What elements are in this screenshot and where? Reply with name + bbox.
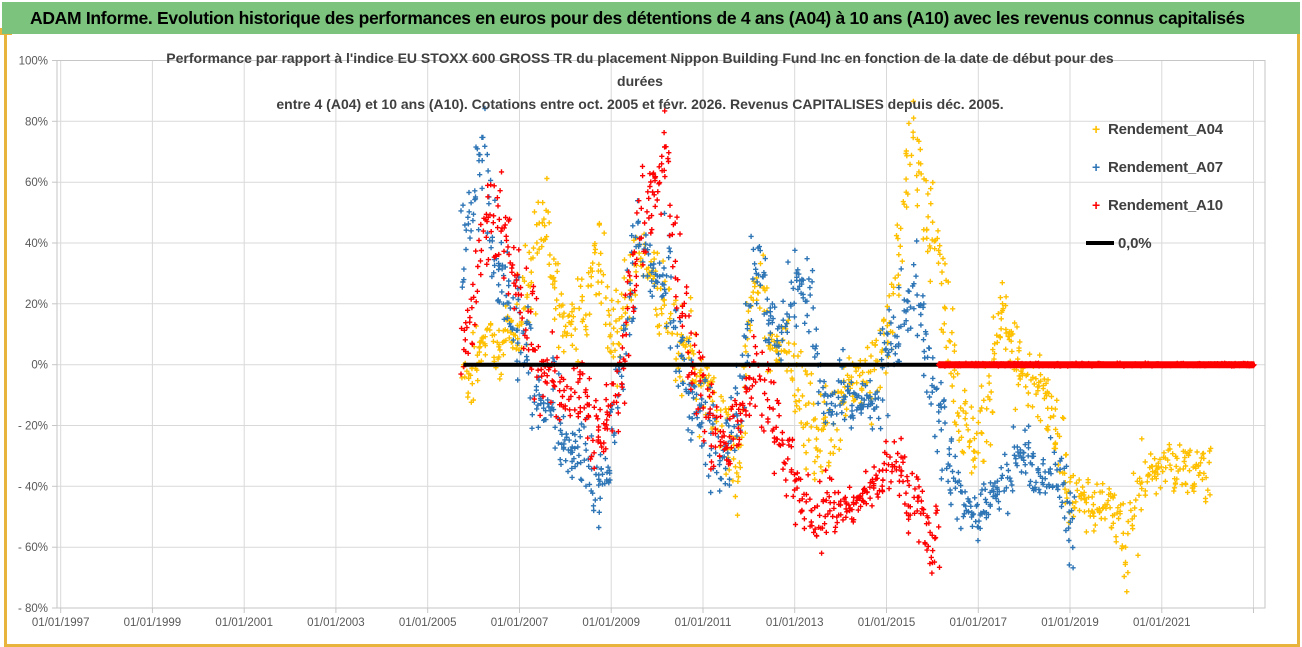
legend-item-rendement-a04: + Rendement_A04 xyxy=(1086,120,1286,138)
x-axis-labels: 01/01/1997 01/01/1999 01/01/2001 01/01/2003… xyxy=(32,617,1191,629)
svg-text:100%: 100% xyxy=(19,56,48,68)
svg-text:01/01/2017: 01/01/2017 xyxy=(950,617,1008,629)
legend-label-zero: 0,0% xyxy=(1118,234,1152,252)
svg-text:01/01/2019: 01/01/2019 xyxy=(1041,617,1099,629)
report-title: ADAM Informe. Evolution historique des p… xyxy=(30,7,1245,28)
series-rendement_a07 xyxy=(458,105,1077,571)
report-title-bar: ADAM Informe. Evolution historique des p… xyxy=(2,2,1300,34)
legend-item-rendement-a07: + Rendement_A07 xyxy=(1086,158,1286,176)
svg-text:01/01/1997: 01/01/1997 xyxy=(32,617,90,629)
svg-text:01/01/2003: 01/01/2003 xyxy=(307,617,365,629)
zero-line-icon xyxy=(1086,241,1114,245)
chart-title-line-1: Performance par rapport à l'indice EU ST… xyxy=(166,50,1114,66)
svg-text:0%: 0% xyxy=(31,360,48,372)
legend-label-a07: Rendement_A07 xyxy=(1108,158,1223,176)
svg-text:01/01/2011: 01/01/2011 xyxy=(675,617,732,629)
legend-label-a04: Rendement_A04 xyxy=(1108,120,1223,138)
svg-text:60%: 60% xyxy=(25,177,48,189)
plus-marker-blue-icon: + xyxy=(1092,159,1101,175)
legend-item-rendement-a10: + Rendement_A10 xyxy=(1086,196,1286,214)
svg-text:01/01/2009: 01/01/2009 xyxy=(582,617,640,629)
chart-title-line-3: entre 4 (A04) et 10 ans (A10). Cotations… xyxy=(276,96,1004,112)
data-series xyxy=(458,98,1257,595)
svg-text:01/01/1999: 01/01/1999 xyxy=(124,617,182,629)
svg-text:01/01/2005: 01/01/2005 xyxy=(399,617,457,629)
legend-item-zero-line: 0,0% xyxy=(1086,234,1286,252)
legend-label-a10: Rendement_A10 xyxy=(1108,196,1223,214)
svg-text:01/01/2021: 01/01/2021 xyxy=(1133,617,1191,629)
chart-title: Performance par rapport à l'indice EU ST… xyxy=(110,47,1170,116)
chart-legend: + Rendement_A04 + Rendement_A07 + Rendem… xyxy=(1086,120,1286,272)
svg-text:20%: 20% xyxy=(25,299,48,311)
series-rendement_a10 xyxy=(458,108,943,576)
ref-line-fuzz xyxy=(936,360,1257,369)
chart-title-line-2: durées xyxy=(617,73,663,89)
svg-text:- 80%: - 80% xyxy=(18,603,48,615)
svg-text:01/01/2001: 01/01/2001 xyxy=(215,617,273,629)
plot-border xyxy=(56,60,1266,609)
svg-text:01/01/2013: 01/01/2013 xyxy=(766,617,824,629)
plus-marker-red-icon: + xyxy=(1092,197,1101,213)
svg-text:- 40%: - 40% xyxy=(18,481,48,493)
svg-text:40%: 40% xyxy=(25,238,48,250)
plus-marker-gold-icon: + xyxy=(1092,121,1101,137)
svg-text:01/01/2007: 01/01/2007 xyxy=(491,617,549,629)
axis-ticks xyxy=(52,60,1254,613)
svg-text:01/01/2015: 01/01/2015 xyxy=(858,617,916,629)
y-axis-labels: 100% 80% 60% 40% 20% 0% - 20% - 40% - 60% - 80% xyxy=(18,56,48,616)
svg-text:- 20%: - 20% xyxy=(18,421,48,433)
svg-text:- 60%: - 60% xyxy=(18,542,48,554)
series-rendement_a04 xyxy=(459,98,1214,595)
svg-text:80%: 80% xyxy=(25,116,48,128)
